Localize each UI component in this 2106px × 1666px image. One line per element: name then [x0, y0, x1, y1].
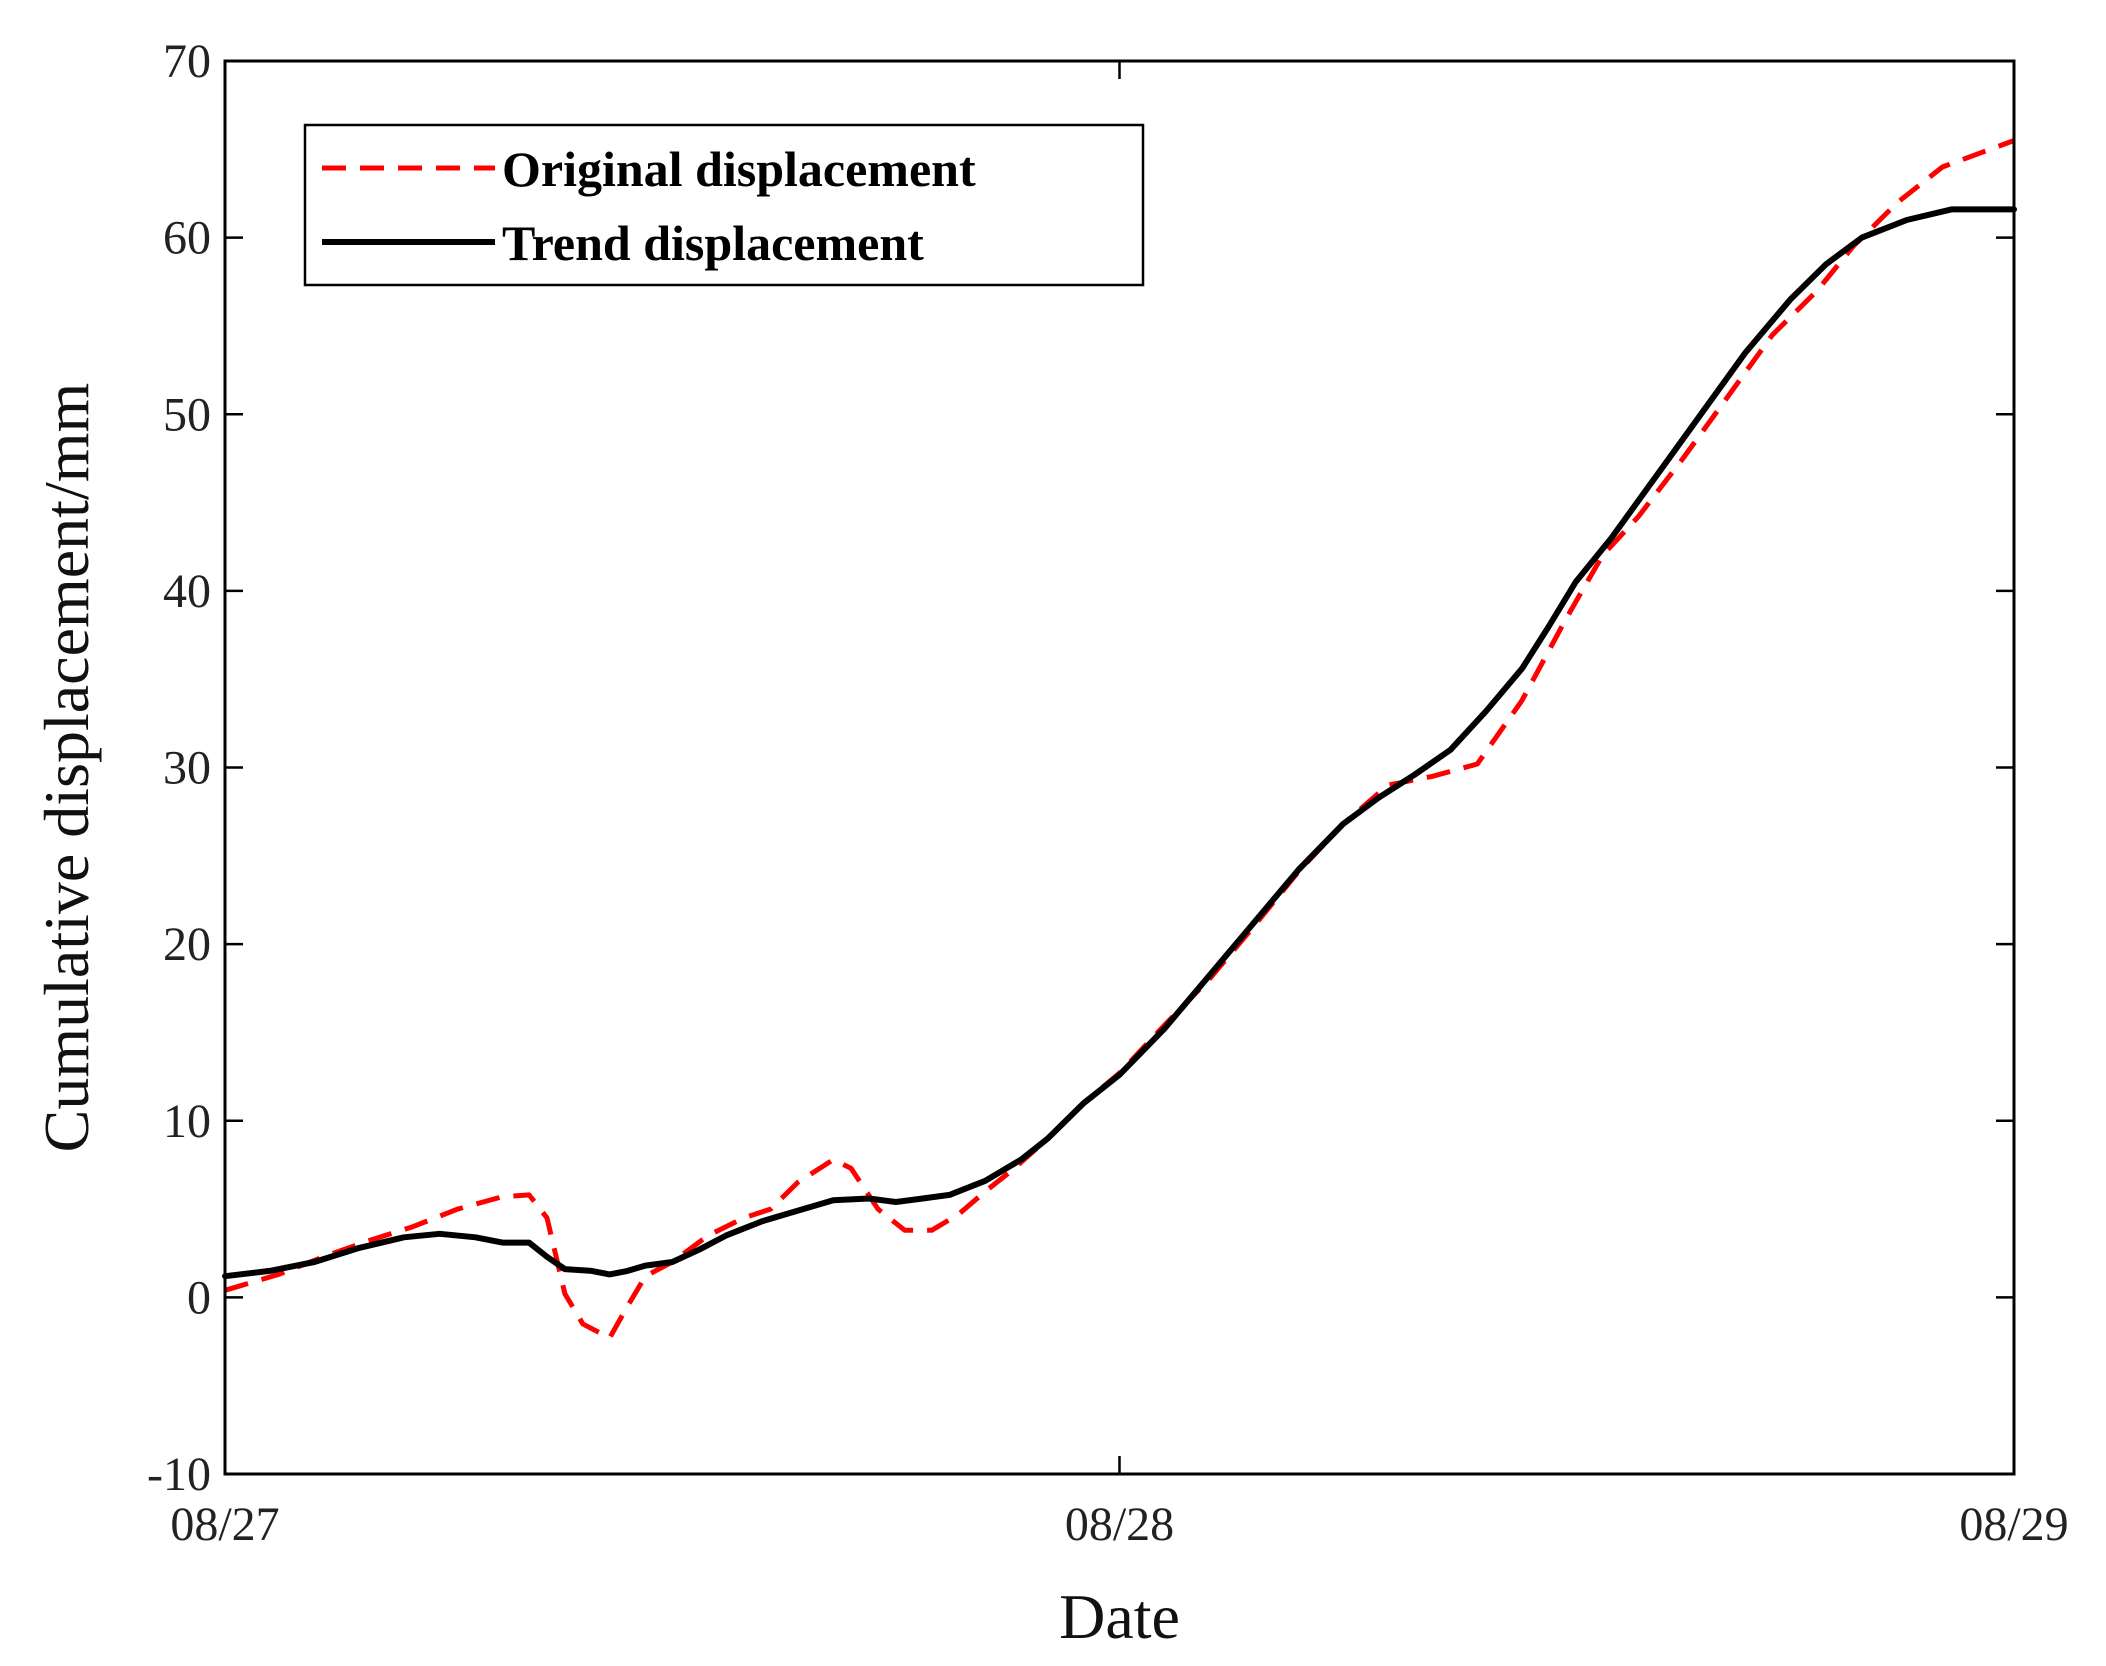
x-axis-ticks: 08/27 08/28 08/29 [170, 61, 2069, 1551]
series-line-original [224, 138, 2015, 1341]
legend-box [303, 123, 1145, 287]
y-tick-label: 10 [163, 1095, 211, 1148]
legend: Original displacement Trend displacement [303, 123, 1145, 287]
y-axis-ticks: -10 0 10 20 30 40 50 60 70 [147, 35, 2014, 1501]
legend-label-trend: Trend displacement [502, 215, 924, 271]
plot-frame [223, 59, 2016, 1476]
x-tick-label: 08/29 [1959, 1498, 2068, 1551]
y-tick-label: 60 [163, 212, 211, 265]
x-tick-label: 08/28 [1065, 1498, 1174, 1551]
series-line-trend [222, 206, 2017, 1280]
y-tick-label: 70 [163, 35, 211, 88]
y-tick-label: 0 [187, 1271, 211, 1324]
y-tick-label: -10 [147, 1448, 211, 1501]
x-axis-title: Date [1059, 1581, 1180, 1652]
series-layer [222, 138, 2017, 1341]
y-tick-label: 20 [163, 918, 211, 971]
x-tick-label: 08/27 [170, 1498, 279, 1551]
y-tick-label: 30 [163, 742, 211, 795]
y-tick-label: 40 [163, 565, 211, 618]
legend-label-original: Original displacement [502, 141, 976, 197]
y-axis-title: Cumulative displacement/mm [31, 383, 102, 1153]
y-tick-label: 50 [163, 388, 211, 441]
